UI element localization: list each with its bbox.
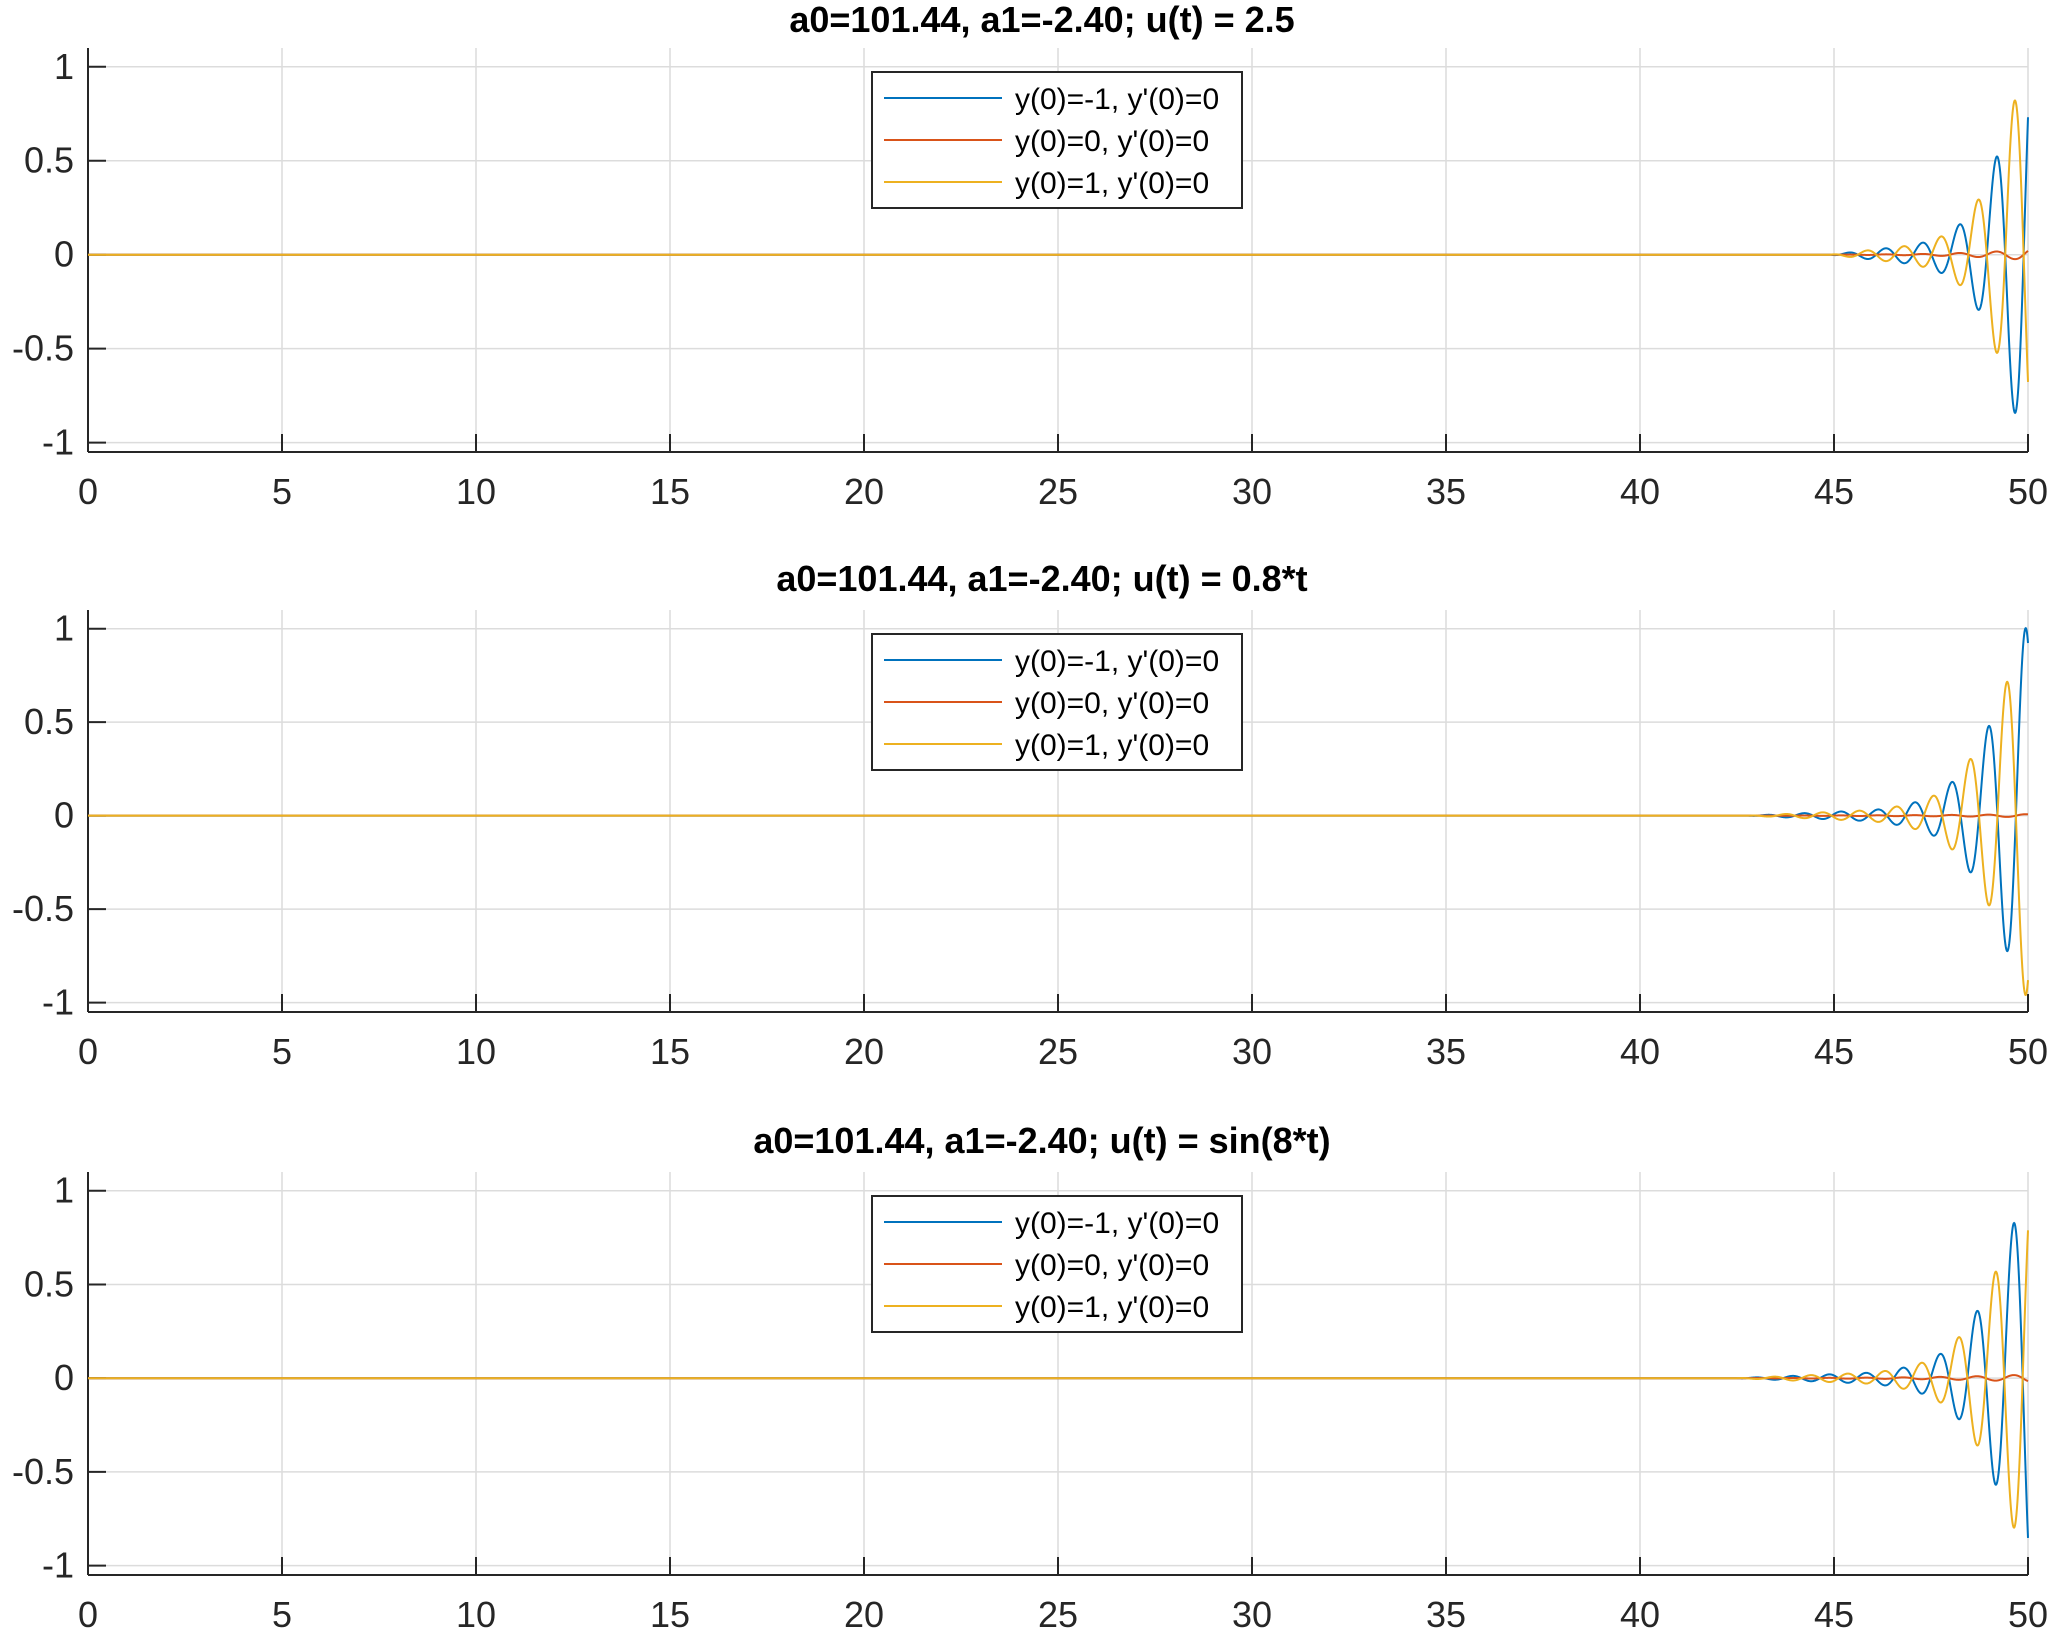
y-tick-label: 0.5 <box>24 140 74 181</box>
y-tick-label: 0 <box>54 234 74 275</box>
x-tick-label: 35 <box>1426 471 1466 512</box>
legend-label: y(0)=0, y'(0)=0 <box>1015 1249 1209 1282</box>
y-tick-label: -0.5 <box>12 1451 74 1492</box>
x-tick-label: 45 <box>1814 471 1854 512</box>
x-tick-label: 35 <box>1426 1594 1466 1631</box>
x-tick-label: 0 <box>78 1031 98 1072</box>
y-tick-label: 1 <box>54 608 74 649</box>
y-tick-label: 1 <box>54 1170 74 1211</box>
y-tick-label: -0.5 <box>12 888 74 929</box>
chart-panel-3: 0 5 10 15 20 25 30 35 40 45 50 -1 -0.5 0 0.5 1 a0=101.44… <box>12 1120 2048 1631</box>
series-line-3 <box>88 99 2029 382</box>
x-tick-label: 15 <box>650 1594 690 1631</box>
x-tick-label: 20 <box>844 471 884 512</box>
y-tick-label: -1 <box>42 422 74 463</box>
legend-label: y(0)=0, y'(0)=0 <box>1015 125 1209 158</box>
y-tick-label: 0.5 <box>24 1263 74 1304</box>
x-tick-label: 5 <box>272 1594 292 1631</box>
x-tick-label: 40 <box>1620 1031 1660 1072</box>
x-tick-label: 25 <box>1038 1031 1078 1072</box>
x-tick-label: 50 <box>2008 1594 2048 1631</box>
x-tick-label: 45 <box>1814 1594 1854 1631</box>
legend-label: y(0)=-1, y'(0)=0 <box>1015 645 1219 678</box>
y-tick-label: 0 <box>54 795 74 836</box>
x-tick-label: 10 <box>456 1031 496 1072</box>
y-tick-label: 0.5 <box>24 701 74 742</box>
chart-title: a0=101.44, a1=-2.40; u(t) = sin(8*t) <box>753 1120 1330 1161</box>
series-line-3 <box>88 1230 2029 1529</box>
legend-label: y(0)=-1, y'(0)=0 <box>1015 1207 1219 1240</box>
legend-label: y(0)=1, y'(0)=0 <box>1015 729 1209 762</box>
x-tick-label: 30 <box>1232 1594 1272 1631</box>
x-tick-label: 5 <box>272 1031 292 1072</box>
y-tick-label: -0.5 <box>12 328 74 369</box>
chart-panel-1: 0 5 10 15 20 25 30 35 40 45 50 -1 -0.5 0 0.5 1 a0=101.44… <box>12 0 2048 512</box>
legend-box <box>871 1195 1243 1333</box>
series-line-3 <box>88 680 2029 997</box>
x-tick-label: 40 <box>1620 471 1660 512</box>
x-tick-label: 15 <box>650 1031 690 1072</box>
chart-panel-2: 0 5 10 15 20 25 30 35 40 45 50 -1 -0.5 0 0.5 1 a0=101.44… <box>12 558 2048 1072</box>
x-tick-label: 30 <box>1232 1031 1272 1072</box>
x-tick-label: 10 <box>456 471 496 512</box>
x-tick-label: 50 <box>2008 471 2048 512</box>
x-tick-label: 35 <box>1426 1031 1466 1072</box>
x-tick-label: 10 <box>456 1594 496 1631</box>
x-tick-label: 5 <box>272 471 292 512</box>
legend-label: y(0)=1, y'(0)=0 <box>1015 1291 1209 1324</box>
x-tick-label: 45 <box>1814 1031 1854 1072</box>
x-tick-label: 50 <box>2008 1031 2048 1072</box>
x-tick-label: 25 <box>1038 471 1078 512</box>
x-tick-label: 20 <box>844 1594 884 1631</box>
x-tick-label: 25 <box>1038 1594 1078 1631</box>
x-tick-label: 15 <box>650 471 690 512</box>
legend-label: y(0)=1, y'(0)=0 <box>1015 167 1209 200</box>
x-tick-label: 0 <box>78 1594 98 1631</box>
legend-label: y(0)=-1, y'(0)=0 <box>1015 83 1219 116</box>
y-tick-label: -1 <box>42 982 74 1023</box>
x-tick-label: 40 <box>1620 1594 1660 1631</box>
x-tick-label: 0 <box>78 471 98 512</box>
legend-label: y(0)=0, y'(0)=0 <box>1015 687 1209 720</box>
y-tick-label: -1 <box>42 1545 74 1586</box>
y-tick-label: 1 <box>54 46 74 87</box>
chart-title: a0=101.44, a1=-2.40; u(t) = 0.8*t <box>776 558 1307 599</box>
x-tick-label: 20 <box>844 1031 884 1072</box>
x-tick-label: 30 <box>1232 471 1272 512</box>
y-tick-label: 0 <box>54 1357 74 1398</box>
chart-title: a0=101.44, a1=-2.40; u(t) = 2.5 <box>789 0 1294 40</box>
